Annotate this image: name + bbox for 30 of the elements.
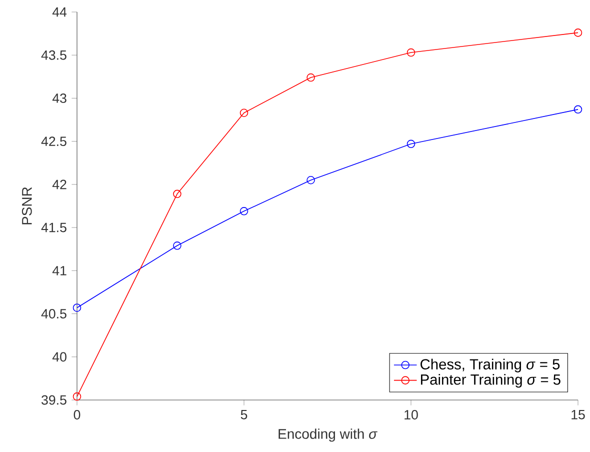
point bbox=[240, 108, 248, 118]
point bbox=[406, 140, 416, 148]
y-tick-label: 40 bbox=[52, 352, 66, 362]
x-tick-label: 0 bbox=[74, 410, 80, 420]
y-tick-label: 43.5 bbox=[41, 50, 66, 60]
y-tick-label: 39.5 bbox=[42, 395, 66, 405]
point bbox=[240, 207, 248, 216]
x-axis-title: Encoding with σ bbox=[278, 428, 378, 442]
point bbox=[574, 28, 582, 37]
y-tick-label: 42.5 bbox=[41, 136, 66, 146]
point bbox=[72, 304, 82, 312]
x-tick-label: 5 bbox=[240, 410, 248, 420]
y-tick-label: 40.5 bbox=[41, 309, 66, 318]
y-tick-label: 43 bbox=[52, 94, 66, 103]
legend-label: Chess, Training σ = 5 bbox=[420, 358, 560, 372]
point bbox=[574, 105, 582, 114]
y-axis-title: PSNR bbox=[22, 187, 32, 224]
point bbox=[173, 242, 182, 250]
x-tick-label: 15 bbox=[572, 410, 585, 420]
y-tick-label: 41.5 bbox=[41, 222, 66, 232]
point bbox=[306, 176, 315, 184]
point bbox=[173, 190, 182, 198]
y-tick-label: 41 bbox=[52, 266, 66, 276]
y-tick-label: 44 bbox=[52, 7, 67, 17]
legend-label: Painter Training σ = 5 bbox=[421, 374, 560, 388]
x-tick-label: 10 bbox=[404, 410, 418, 420]
point bbox=[406, 48, 416, 57]
point bbox=[72, 392, 82, 401]
y-tick-label: 42 bbox=[52, 180, 66, 190]
point bbox=[306, 73, 315, 82]
